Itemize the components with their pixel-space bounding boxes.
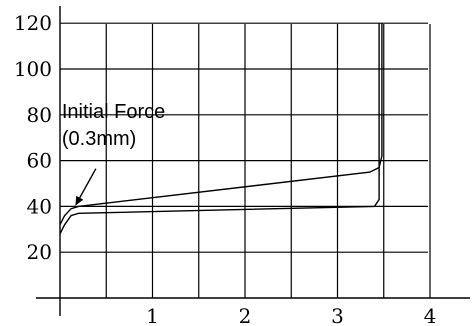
y-tick-label: 20 <box>27 240 52 264</box>
x-tick-label: 2 <box>239 304 252 326</box>
series <box>59 23 383 235</box>
x-tick-label: 4 <box>424 304 437 326</box>
x-tick-label: 3 <box>331 304 344 326</box>
tick-labels: 20 40 60 80 100 120 1 2 3 4 <box>14 11 437 326</box>
annotations: Initial Force (0.3mm) <box>62 101 165 206</box>
x-tick-label: 1 <box>146 304 159 326</box>
y-tick-label: 120 <box>14 11 52 35</box>
grid <box>60 22 431 298</box>
y-tick-label: 80 <box>27 103 52 127</box>
annotation-arrow <box>75 168 97 206</box>
y-tick-label: 40 <box>27 194 52 218</box>
annotation-text: Initial Force <box>62 101 165 123</box>
y-tick-label: 100 <box>14 57 52 81</box>
series-line-1 <box>59 23 383 226</box>
series-line-2 <box>59 23 380 235</box>
y-tick-label: 60 <box>27 149 52 173</box>
annotation-text: (0.3mm) <box>62 128 136 150</box>
axes <box>36 6 470 316</box>
